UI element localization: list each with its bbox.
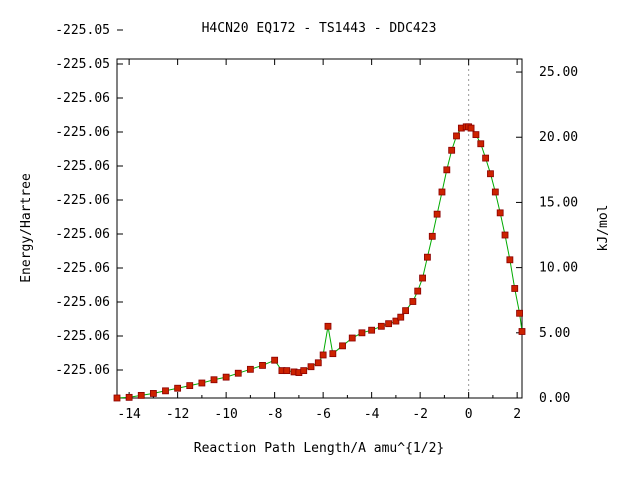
data-point (501, 231, 509, 239)
data-point (392, 317, 400, 325)
data-point (419, 274, 426, 282)
y-tick-label: -225.06 (55, 329, 110, 344)
data-point (491, 188, 499, 196)
data-point (482, 154, 490, 162)
data-point (324, 322, 332, 330)
data-point (414, 287, 422, 295)
data-point (453, 132, 460, 140)
data-point (348, 334, 356, 342)
data-point (113, 394, 121, 402)
y-tick-label: -225.06 (55, 227, 110, 242)
data-point (283, 367, 291, 375)
y2-tick-label: 15.00 (539, 195, 578, 210)
x-tick-label: -10 (214, 407, 237, 422)
data-point (448, 146, 456, 154)
data-point (397, 313, 405, 321)
data-point (472, 131, 480, 139)
y-tick-label: -225.06 (55, 125, 110, 140)
y-tick-label: -225.06 (55, 159, 110, 174)
data-point (329, 350, 337, 358)
data-point (511, 285, 519, 292)
y2-tick-label: 25.00 (539, 65, 578, 80)
x-axis-label: Reaction Path Length/A amu^{1/2} (194, 441, 444, 456)
data-point (409, 298, 417, 305)
x-tick-label: 2 (513, 407, 521, 422)
plot-area: -14 -12 -10 -8 -6 -4 -2 0 2 -225.06 -225.06 -225.06… (55, 23, 578, 422)
y2-tick-label: 0.00 (539, 391, 570, 406)
data-point (487, 170, 494, 178)
data-point (428, 232, 436, 240)
x-tick-label: -14 (117, 407, 141, 422)
data-point (477, 140, 485, 148)
data-point (162, 387, 169, 395)
data-point (496, 209, 504, 217)
data-point (443, 166, 451, 174)
x-tick-label: -8 (267, 407, 283, 422)
y-tick-label: -225.06 (55, 91, 110, 106)
data-point (186, 382, 194, 390)
data-point (518, 328, 526, 335)
y2-tick-label: 10.00 (539, 261, 578, 276)
x-tick-label: -4 (364, 407, 380, 422)
data-point (149, 390, 157, 397)
chart-title: H4CN20 EQ172 - TS1443 - DDC423 (202, 21, 437, 36)
data-point (339, 342, 346, 350)
data-point (174, 384, 182, 392)
data-point (125, 393, 133, 401)
data-point (358, 329, 366, 337)
x-tick-label: -6 (315, 407, 331, 422)
data-point (198, 379, 206, 387)
data-point (314, 359, 322, 367)
y-axis-label: Energy/Hartree (19, 173, 34, 283)
data-point (137, 391, 145, 399)
y2-tick-label: 20.00 (539, 130, 578, 145)
x-tick-label: -12 (166, 407, 189, 422)
y2-axis-label: kJ/mol (596, 205, 611, 252)
data-point (377, 322, 385, 330)
data-point (433, 210, 441, 218)
data-point (271, 356, 279, 364)
y-tick-label: -225.06 (55, 295, 110, 310)
data-point (506, 256, 514, 264)
data-point (246, 365, 254, 373)
y-tick-label: -225.06 (55, 363, 110, 378)
data-point (438, 188, 446, 196)
y-tick-label: -225.05 (55, 23, 110, 38)
data-point (368, 326, 376, 334)
data-point (222, 373, 230, 381)
x-tick-label: 0 (465, 407, 473, 422)
series-line (116, 126, 523, 399)
data-point (385, 320, 393, 328)
data-point (516, 309, 523, 317)
data-point (467, 124, 475, 132)
data-point (300, 367, 308, 375)
data-point (210, 376, 218, 384)
y-tick-label: -225.05 (55, 57, 110, 72)
data-point (259, 362, 266, 369)
data-point (234, 369, 242, 377)
data-point (402, 307, 409, 315)
y-tick-label: -225.06 (55, 261, 110, 276)
data-point (307, 363, 315, 371)
x-tick-label: -2 (412, 407, 428, 422)
data-point (319, 351, 327, 359)
y2-tick-label: 5.00 (539, 326, 570, 341)
data-point (424, 253, 431, 261)
y-tick-label: -225.06 (55, 193, 110, 208)
plot-frame (116, 58, 523, 399)
